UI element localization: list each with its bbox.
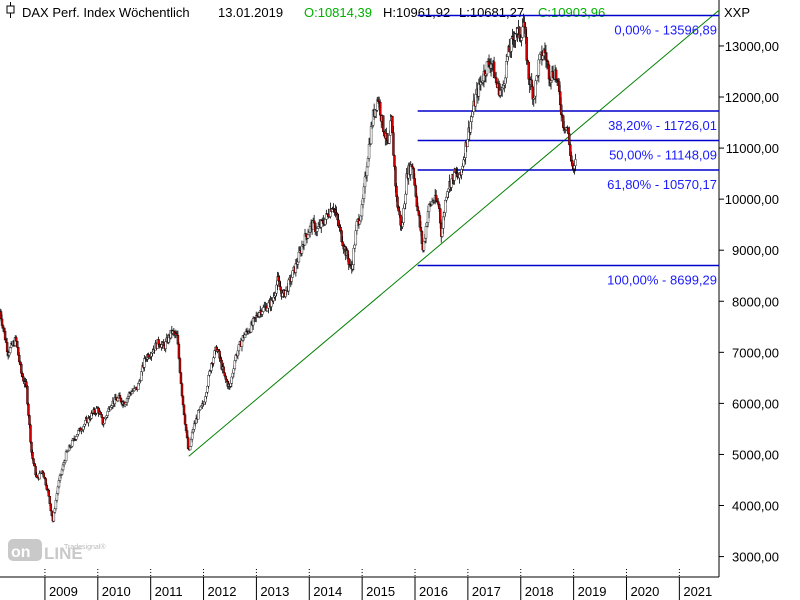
svg-text:Tradesignal®: Tradesignal® [64,543,106,551]
y-tick-label: 3000,00 [732,550,779,565]
x-tick-label: 2019 [578,584,607,599]
candle-body [392,132,395,156]
y-tick-label: 13000,00 [725,39,779,54]
candle-body [262,307,265,312]
x-tick-label: 2011 [155,584,183,599]
candle-body [237,344,241,352]
y-tick-label: 5000,00 [732,447,779,462]
svg-text:on: on [11,544,31,561]
y-tick-label: 7000,00 [732,345,779,360]
x-tick-label: 2020 [630,584,659,599]
candle-body [207,375,210,387]
x-tick-label: 2013 [260,584,289,599]
y-axis: 3000,00 4000,00 5000,00 6000,00 7000,00 8000,… [719,39,779,565]
fib-level-label: 0,00% - 13596,89 [614,22,717,37]
svg-text:LINE: LINE [44,544,83,563]
candle-body [402,207,405,223]
y-tick-label: 8000,00 [732,294,779,309]
candle-body [424,226,428,239]
candle-body [398,210,401,216]
candle-body [404,193,407,205]
candle-body [64,451,68,462]
candlestick-series [0,13,577,523]
instrument-title: DAX Perf. Index Wöchentlich [22,5,190,20]
candle-body [49,503,53,512]
candle-body [369,126,373,145]
fibonacci-levels: 0,00% - 13596,89 38,20% - 11726,01 50,00% … [417,14,719,288]
candle-body [29,424,32,443]
candle-body [47,490,51,497]
collapse-icon[interactable] [6,2,15,18]
x-tick-label: 2021 [683,584,712,599]
chart-header: DAX Perf. Index Wöchentlich 13.01.2019 O… [6,2,750,20]
fib-level-label: 100,00% - 8699,29 [607,273,717,288]
candle-body [267,302,270,309]
candle-body [389,120,392,136]
candle-body [379,102,382,116]
candle-body [574,159,577,166]
x-tick-label: 2015 [366,584,395,599]
candle-body [28,415,31,426]
candle-body [42,472,45,478]
trendline-group [188,9,720,457]
y-tick-label: 11000,00 [726,141,779,156]
exchange-label: XXP [724,5,750,20]
candle-body [177,343,181,359]
candle-body [16,341,19,348]
header-open: O:10814,39 [304,5,372,20]
x-tick-label: 2017 [472,584,501,599]
candle-body [306,234,310,239]
candle-body [183,414,187,425]
candle-body [521,26,524,38]
candle-body [279,286,282,291]
fib-level-label: 38,20% - 11726,01 [608,118,717,133]
candle-body [382,115,385,132]
grid [44,569,680,577]
x-tick-label: 2014 [313,584,342,599]
x-axis: 2009 2010 2011 2012 2013 2014 2015 2016 2017 2018… [44,577,712,600]
candle-body [178,358,182,373]
candle-body [27,403,30,416]
x-tick-label: 2009 [49,584,78,599]
candle-body [48,496,52,504]
candle-body [31,452,34,459]
candle-body [75,436,78,440]
candle-body [290,277,293,282]
candle-body [180,383,184,397]
trendline[interactable] [188,9,720,457]
candle-body [365,166,369,176]
x-tick-label: 2018 [525,584,554,599]
candle-body [106,411,109,416]
candle-body [100,414,103,418]
header-high: H:10961,92 [383,5,450,20]
candle-body [222,366,225,373]
tradesignal-logo: Tradesignal® on LINE [8,539,106,563]
x-tick-label: 2010 [102,584,131,599]
candle-body [212,357,215,364]
candle-body [297,251,301,263]
header-date: 13.01.2019 [218,5,283,20]
fib-level-label: 61,80% - 10570,17 [607,177,717,192]
y-tick-label: 12000,00 [725,90,779,105]
y-tick-label: 6000,00 [732,396,779,411]
candle-body [525,36,528,61]
candle-body [179,372,183,384]
candle-body [181,395,185,405]
candle-body [388,135,391,144]
x-tick-label: 2012 [208,584,237,599]
x-tick-label: 2016 [419,584,448,599]
y-tick-label: 4000,00 [732,499,779,514]
fib-level-label: 50,00% - 11148,09 [609,148,717,163]
candle-body [554,69,558,80]
header-low: L:10681,27 [459,5,524,20]
header-close: C:10903,96 [538,5,605,20]
candle-body [26,386,29,405]
y-tick-label: 9000,00 [732,243,779,258]
candle-body [393,155,396,167]
candle-body [347,258,350,265]
y-tick-label: 10000,00 [725,192,779,207]
